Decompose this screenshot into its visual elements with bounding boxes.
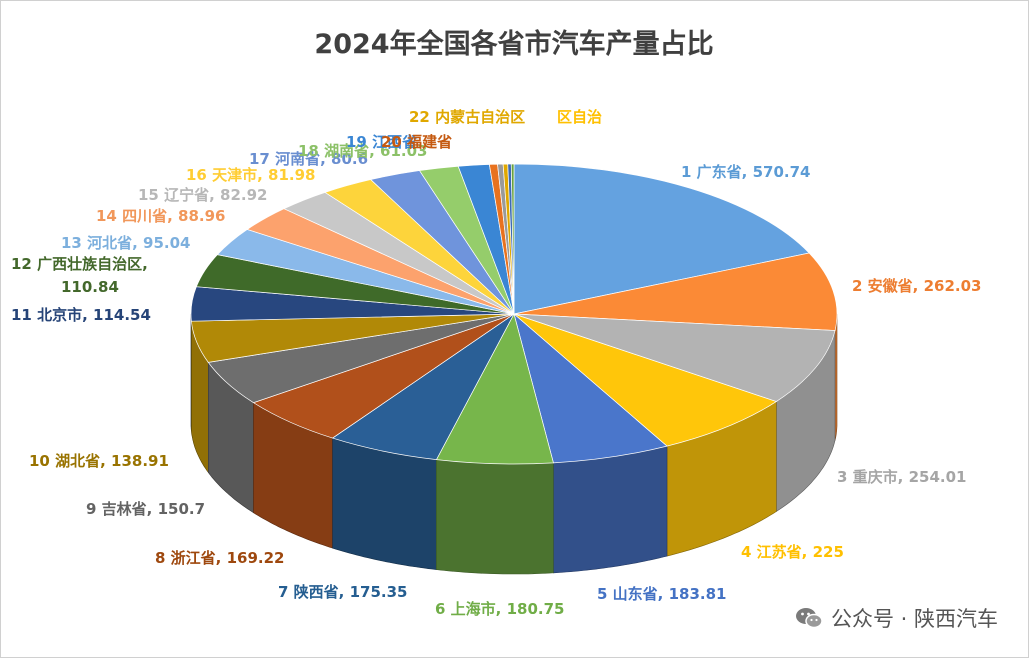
- data-labels: 1 广东省, 570.74 2 安徽省, 262.03 3 重庆市, 254.0…: [11, 108, 981, 618]
- pie-slice-4: [513, 313, 778, 447]
- data-label-1: 1 广东省, 570.74: [681, 163, 810, 181]
- pie-slice-5: [513, 312, 668, 464]
- data-label-5: 5 山东省, 183.81: [597, 585, 726, 603]
- data-label-18: 18 湖南省, 61.03: [298, 142, 427, 160]
- data-label-3: 3 重庆市, 254.01: [837, 468, 966, 486]
- pie-slice-2: [513, 252, 838, 331]
- pie-side-5: [553, 445, 668, 574]
- pie-3d-tops: [190, 163, 838, 465]
- data-label-19: 19 江西省: [346, 133, 417, 151]
- data-label-20: 20 福建省: [381, 133, 452, 151]
- data-label-16: 16 天津市, 81.98: [186, 166, 315, 184]
- watermark: 公众号 · 陕西汽车: [795, 603, 998, 633]
- pie-slice-24: [510, 163, 515, 315]
- data-label-11: 11 北京市, 114.54: [11, 306, 151, 324]
- data-label-8: 8 浙江省, 169.22: [155, 549, 284, 567]
- data-label-6: 6 上海市, 180.75: [435, 600, 564, 618]
- chart-title: 2024年全国各省市汽车产量占比: [314, 28, 713, 60]
- wechat-icon: [795, 608, 823, 629]
- data-label-17: 17 河南省, 80.6: [249, 150, 368, 168]
- data-label-22-suffix: 区自治: [557, 108, 602, 126]
- data-label-14: 14 四川省, 88.96: [96, 207, 225, 225]
- data-label-2: 2 安徽省, 262.03: [852, 277, 981, 295]
- data-label-7: 7 陕西省, 175.35: [278, 583, 407, 601]
- watermark-text: 公众号 · 陕西汽车: [830, 607, 998, 631]
- data-label-13: 13 河北省, 95.04: [61, 234, 190, 252]
- data-label-4: 4 江苏省, 225: [741, 543, 844, 561]
- data-label-12b: 110.84: [61, 278, 119, 296]
- data-label-22: 22 内蒙古自治区: [409, 108, 525, 126]
- pie-side-6: [436, 459, 554, 575]
- pie-slice-1: [513, 163, 810, 315]
- data-label-12a: 12 广西壮族自治区,: [11, 255, 148, 273]
- data-label-9: 9 吉林省, 150.7: [86, 500, 205, 518]
- data-label-15: 15 辽宁省, 82.92: [138, 186, 267, 204]
- data-label-10: 10 湖北省, 138.91: [29, 452, 169, 470]
- pie-slice-3: [513, 313, 836, 402]
